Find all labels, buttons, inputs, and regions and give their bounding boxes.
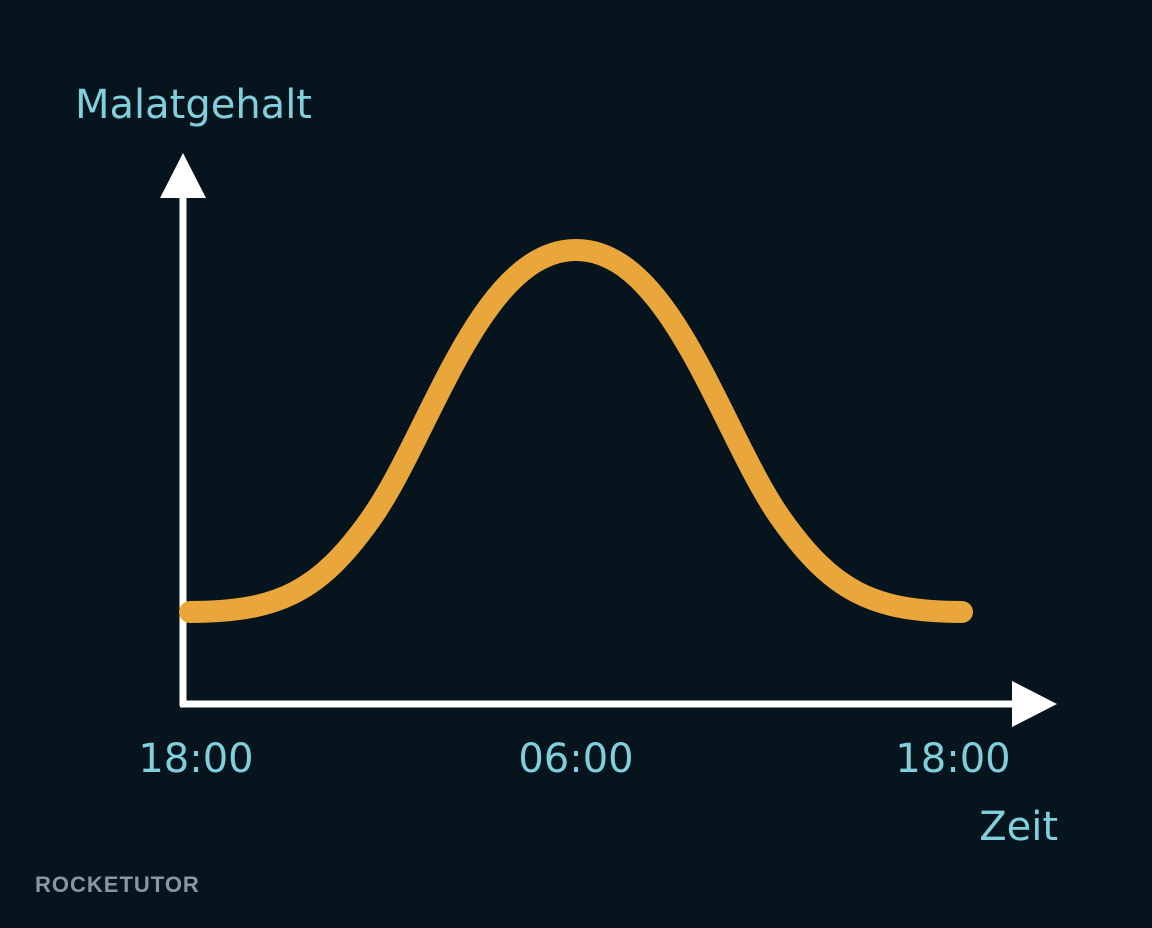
brand-logo: ROCKETUTOR: [35, 872, 200, 897]
curve: [179, 238, 973, 623]
x-tick-label: 06:00: [518, 736, 633, 782]
x-axis-arrow: [1012, 681, 1057, 727]
x-axis-label: Zeit: [979, 804, 1058, 850]
y-axis-label: Malatgehalt: [75, 82, 312, 128]
y-axis-arrow: [160, 153, 206, 198]
x-tick-label: 18:00: [895, 736, 1010, 782]
x-tick-label: 18:00: [138, 736, 253, 782]
